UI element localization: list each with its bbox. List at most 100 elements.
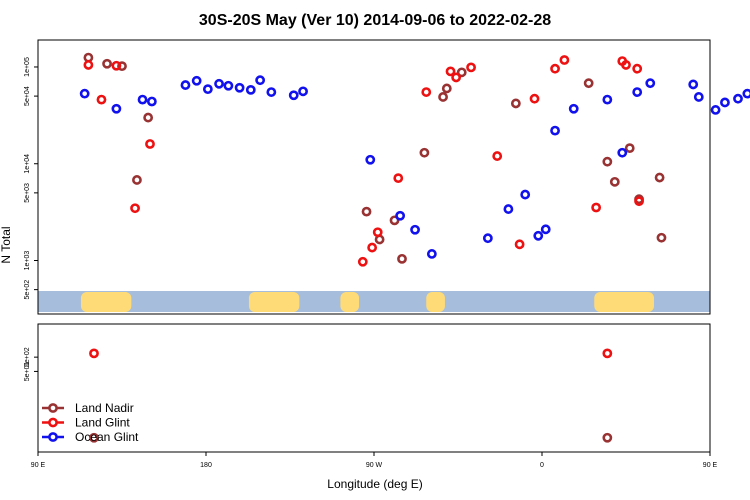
data-point-land-nadir <box>438 92 448 102</box>
data-point-land-nadir <box>419 147 430 158</box>
y-axis-label: N Total <box>0 226 13 263</box>
top-panel-frame <box>37 39 711 315</box>
data-point-land-glint <box>451 72 462 83</box>
data-point-land-glint <box>111 60 122 71</box>
top-data-points <box>79 52 750 267</box>
legend-marker <box>48 432 58 442</box>
y-tick-label: 5e+03 <box>24 183 31 203</box>
data-point-ocean-glint <box>395 210 406 221</box>
bottom-panel-frame <box>37 323 711 453</box>
data-point-ocean-glint <box>742 88 750 99</box>
chart-title: 30S-20S May (Ver 10) 2014-09-06 to 2022-… <box>199 12 551 29</box>
data-point-land-nadir <box>609 176 620 187</box>
data-point-ocean-glint <box>191 75 202 86</box>
data-point-land-glint <box>514 239 525 250</box>
data-point-land-nadir <box>397 253 407 264</box>
data-point-ocean-glint <box>245 84 256 95</box>
y-tick-label: 5e+02 <box>24 280 31 300</box>
data-point-land-nadir <box>132 175 142 185</box>
x-axis: 90 E 180 90 W 0 90 E <box>31 452 718 469</box>
data-point-land-glint <box>145 139 155 149</box>
legend-marker <box>48 403 58 413</box>
data-point-land-glint <box>372 227 383 238</box>
data-point-land-glint <box>632 63 643 74</box>
data-point-ocean-glint <box>223 80 234 91</box>
data-point-ocean-glint <box>533 230 544 241</box>
legend-marker <box>48 417 58 428</box>
data-point-land-glint <box>492 151 503 161</box>
data-point-land-nadir <box>389 215 400 226</box>
data-point-ocean-glint <box>79 88 90 99</box>
map-land-region <box>594 292 654 312</box>
data-point-ocean-glint <box>137 94 148 105</box>
data-point-ocean-glint <box>288 90 299 101</box>
x-tick-label: 180 <box>200 462 212 469</box>
legend-label: Land Glint <box>75 416 130 430</box>
data-point-land-glint <box>591 202 602 213</box>
data-point-ocean-glint <box>410 224 420 235</box>
data-point-ocean-glint <box>180 80 191 90</box>
y-tick-label: 5e+01 <box>24 361 31 381</box>
data-point-ocean-glint <box>733 93 743 104</box>
map-land-region <box>426 292 445 312</box>
bottom-data-points <box>89 348 613 443</box>
data-point-land-nadir <box>117 61 127 72</box>
data-point-ocean-glint <box>720 97 730 108</box>
data-point-land-glint <box>393 173 404 184</box>
data-point-ocean-glint <box>426 249 437 259</box>
data-point-ocean-glint <box>266 87 277 97</box>
x-tick-label: 90 E <box>703 462 718 469</box>
x-axis-label: Longitude (deg E) <box>327 477 422 491</box>
data-point-ocean-glint <box>146 96 157 107</box>
y-tick-label: 1e+02 <box>24 347 31 367</box>
data-point-land-nadir <box>656 232 667 243</box>
data-point-ocean-glint <box>482 233 493 244</box>
data-point-land-glint <box>466 62 476 73</box>
legend-label: Ocean Glint <box>75 430 139 444</box>
data-point-ocean-glint <box>645 78 656 89</box>
data-point-land-nadir <box>510 98 521 109</box>
data-point-ocean-glint <box>540 224 551 235</box>
data-point-land-glint <box>550 63 560 74</box>
top-panel: 5e+02 1e+03 5e+03 1e+04 5e+04 1e+05 <box>24 39 750 315</box>
data-point-land-glint <box>367 242 378 253</box>
data-point-land-glint <box>89 348 99 359</box>
x-tick-label: 90 E <box>31 462 46 469</box>
data-point-ocean-glint <box>617 147 628 158</box>
x-tick-label: 90 W <box>366 462 383 469</box>
data-point-ocean-glint <box>255 75 266 86</box>
top-y-axis: 5e+02 1e+03 5e+03 1e+04 5e+04 1e+05 <box>24 57 38 299</box>
y-tick-label: 1e+04 <box>24 154 31 174</box>
data-point-land-nadir <box>102 58 112 69</box>
data-point-land-nadir <box>624 143 635 154</box>
data-point-ocean-glint <box>520 189 531 200</box>
x-tick-label: 0 <box>540 462 544 469</box>
data-point-land-glint <box>559 55 570 65</box>
data-point-ocean-glint <box>202 84 213 95</box>
data-point-land-nadir <box>361 206 372 217</box>
y-tick-label: 1e+05 <box>24 57 31 77</box>
data-point-ocean-glint <box>214 78 224 89</box>
data-point-land-nadir <box>654 172 665 183</box>
map-strip-land <box>80 292 654 312</box>
map-land-region <box>248 292 300 312</box>
data-point-land-nadir <box>89 432 99 443</box>
data-point-ocean-glint <box>111 103 122 114</box>
data-point-land-nadir <box>143 112 154 123</box>
data-point-ocean-glint <box>365 154 376 165</box>
data-point-ocean-glint <box>234 82 245 93</box>
data-point-ocean-glint <box>632 87 643 97</box>
map-land-region <box>340 292 360 312</box>
data-point-land-glint <box>421 87 432 97</box>
y-tick-label: 1e+03 <box>24 251 31 271</box>
data-point-ocean-glint <box>298 86 308 97</box>
data-point-land-glint <box>634 196 644 207</box>
data-point-land-nadir <box>602 156 613 167</box>
data-point-land-glint <box>130 203 140 214</box>
map-land-region <box>80 292 132 312</box>
data-point-ocean-glint <box>503 204 514 214</box>
legend-label: Land Nadir <box>75 401 134 415</box>
